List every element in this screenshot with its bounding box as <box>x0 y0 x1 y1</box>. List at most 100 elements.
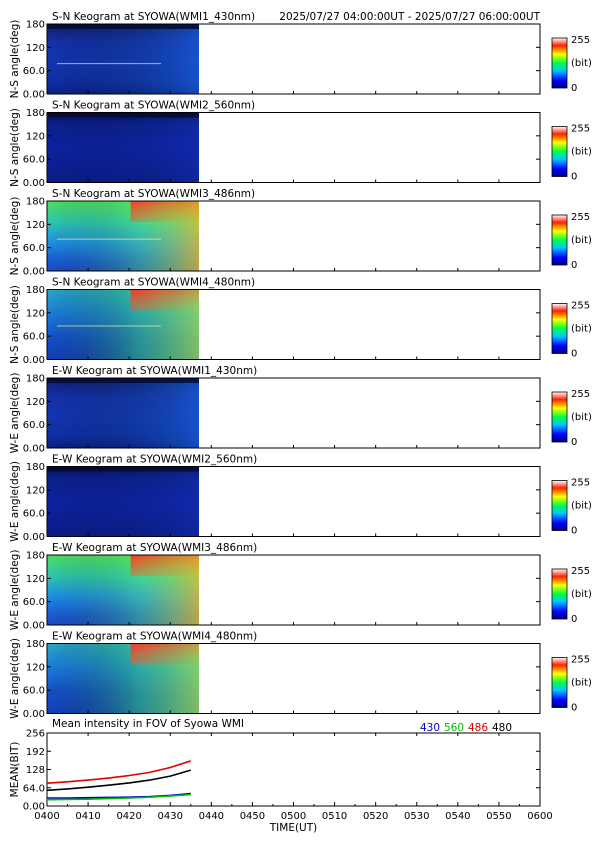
keogram-time-brightening <box>47 112 200 183</box>
y-tick-label: 0.00 <box>23 621 45 632</box>
series-line-486 <box>46 760 192 784</box>
colorbar <box>551 480 568 531</box>
legend-entry-560: 560 <box>444 722 464 734</box>
colorbar-min-label: 0 <box>571 526 577 537</box>
x-tick-label: 0510 <box>322 811 347 822</box>
legend-entry-430: 430 <box>420 722 440 734</box>
legend-entry-480: 480 <box>492 722 512 734</box>
colorbar <box>551 126 568 177</box>
colorbar-min-label: 0 <box>571 260 577 271</box>
y-tick-label: 0.00 <box>23 802 45 813</box>
colorbar <box>551 568 568 620</box>
mean-intensity-xlabel: TIME(UT) <box>269 822 318 834</box>
x-tick-label: 0420 <box>116 811 141 822</box>
keogram-edge-dark <box>47 24 200 29</box>
x-tick-label: 0500 <box>281 811 306 822</box>
keogram-time-brightening <box>47 24 200 94</box>
y-tick-label: 0.00 <box>23 355 45 366</box>
colorbar-max-label: 255 <box>571 301 590 312</box>
keogram-panel-5: E-W Keogram at SYOWA(WMI1_430nm) 0.00 60.0… <box>9 365 592 455</box>
keogram-ylabel: N-S angle(deg) <box>9 20 21 99</box>
y-tick-label: 180 <box>26 20 45 31</box>
keogram-panel-4: S-N Keogram at SYOWA(WMI4_480nm) 0.00 60.0… <box>9 277 592 367</box>
keogram-title: S-N Keogram at SYOWA(WMI3_486nm) <box>52 188 255 200</box>
keogram-ylabel: W-E angle(deg) <box>9 373 21 454</box>
y-tick-label: 120 <box>26 131 45 142</box>
colorbar-max-label: 255 <box>571 35 590 46</box>
colorbar-min-label: 0 <box>571 83 577 94</box>
y-tick-label: 120 <box>26 308 45 319</box>
colorbar-unit-label: (bit) <box>571 501 592 512</box>
keogram-title: E-W Keogram at SYOWA(WMI1_430nm) <box>52 365 257 377</box>
keogram-panel-2: S-N Keogram at SYOWA(WMI2_560nm) 0.00 60.0… <box>9 100 592 190</box>
keogram-edge-glow <box>130 289 200 311</box>
keogram-edge-dark <box>47 112 200 118</box>
keogram-ylabel: W-E angle(deg) <box>9 461 21 542</box>
colorbar-unit-label: (bit) <box>571 678 592 689</box>
y-tick-label: 60.0 <box>23 243 45 254</box>
keogram-title: E-W Keogram at SYOWA(WMI4_480nm) <box>52 631 257 643</box>
colorbar-min-label: 0 <box>571 437 577 448</box>
series-line-560 <box>46 793 191 801</box>
x-tick-label: 0410 <box>75 811 100 822</box>
keogram-time-brightening <box>47 466 200 537</box>
colorbar-unit-label: (bit) <box>571 589 592 600</box>
y-tick-label: 256 <box>26 729 45 740</box>
colorbar <box>551 657 568 708</box>
y-tick-label: 120 <box>26 397 45 408</box>
y-tick-label: 0.00 <box>23 267 45 278</box>
colorbar <box>551 214 568 266</box>
colorbar-unit-label: (bit) <box>571 412 592 423</box>
x-tick-label: 0520 <box>363 811 388 822</box>
colorbar-max-label: 255 <box>571 655 590 666</box>
colorbar-min-label: 0 <box>571 703 577 714</box>
colorbar-unit-label: (bit) <box>571 235 592 246</box>
colorbar-max-label: 255 <box>571 566 590 577</box>
y-tick-label: 180 <box>26 639 45 650</box>
y-tick-label: 180 <box>26 108 45 119</box>
mean-intensity-ylabel: MEAN(BIT) <box>9 742 21 798</box>
keogram-ylabel: N-S angle(deg) <box>9 197 21 276</box>
y-tick-label: 0.00 <box>23 532 45 543</box>
colorbar <box>551 303 568 354</box>
y-tick-label: 0.00 <box>23 178 45 189</box>
keogram-title: E-W Keogram at SYOWA(WMI3_486nm) <box>52 542 257 554</box>
colorbar-min-label: 0 <box>571 172 577 183</box>
x-tick-label: 0400 <box>34 811 59 822</box>
x-tick-label: 0530 <box>404 811 429 822</box>
keogram-ylabel: W-E angle(deg) <box>9 550 21 631</box>
colorbar <box>551 37 568 89</box>
colorbar-max-label: 255 <box>571 389 590 400</box>
keogram-edge-dark <box>47 378 200 383</box>
keogram-edge-glow <box>130 555 200 576</box>
keogram-panel-7: E-W Keogram at SYOWA(WMI3_486nm) 0.00 60.0… <box>9 542 592 632</box>
keogram-title: S-N Keogram at SYOWA(WMI1_430nm) <box>52 11 255 23</box>
keogram-edge-glow <box>130 643 200 665</box>
y-tick-label: 60.0 <box>23 597 45 608</box>
x-tick-label: 0450 <box>240 811 265 822</box>
x-tick-label: 0440 <box>199 811 224 822</box>
y-tick-label: 180 <box>26 551 45 562</box>
colorbar-max-label: 255 <box>571 478 590 489</box>
y-tick-label: 0.00 <box>23 90 45 101</box>
y-tick-label: 0.00 <box>23 444 45 455</box>
colorbar-unit-label: (bit) <box>571 147 592 158</box>
y-tick-label: 120 <box>26 220 45 231</box>
y-tick-label: 180 <box>26 285 45 296</box>
y-tick-label: 0.00 <box>23 709 45 720</box>
y-tick-label: 60.0 <box>23 66 45 77</box>
legend-entry-486: 486 <box>468 722 488 734</box>
keogram-panel-3: S-N Keogram at SYOWA(WMI3_486nm) 0.00 60.0… <box>9 188 592 278</box>
x-tick-label: 0550 <box>486 811 511 822</box>
x-tick-label: 0430 <box>158 811 183 822</box>
y-tick-label: 64.0 <box>23 783 45 794</box>
y-tick-label: 60.0 <box>23 332 45 343</box>
keogram-title: S-N Keogram at SYOWA(WMI4_480nm) <box>52 277 255 289</box>
y-tick-label: 120 <box>26 485 45 496</box>
series-line-480 <box>46 769 192 792</box>
y-tick-label: 120 <box>26 574 45 585</box>
y-tick-label: 128 <box>26 765 45 776</box>
colorbar-max-label: 255 <box>571 124 590 135</box>
colorbar-max-label: 255 <box>571 212 590 223</box>
